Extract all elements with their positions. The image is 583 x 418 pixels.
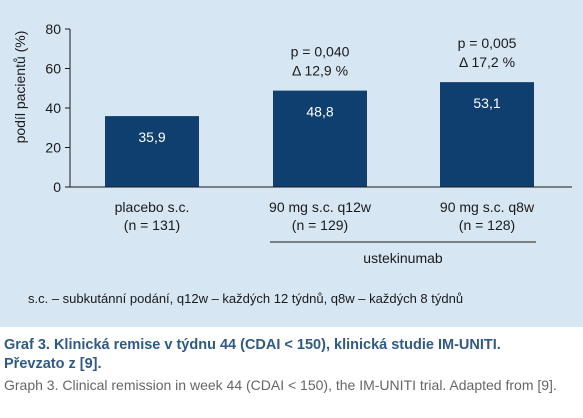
y-tick-label: 20 [45,140,61,156]
x-category-label: 90 mg s.c. q8w [440,199,535,215]
x-category-n-label: (n = 131) [124,217,180,233]
caption-english: Graph 3. Clinical remission in week 44 (… [4,377,557,393]
group-label: ustekinumab [363,250,443,266]
y-tick-label: 0 [53,179,61,195]
y-tick-label: 60 [45,61,61,77]
y-tick-label: 80 [45,21,61,37]
bars-layer: 35,9 48,8 p = 0,040 Δ 12,9 % 53,1 p = 0,005 Δ … [105,35,534,187]
annotation-delta: Δ 12,9 % [292,63,348,79]
annotation-delta: Δ 17,2 % [459,54,515,70]
x-category-label: 90 mg s.c. q12w [269,199,372,215]
y-axis-ticks: 0 20 40 60 80 [45,21,70,195]
bar-value-label: 53,1 [473,95,500,111]
x-category-n-label: (n = 128) [459,217,515,233]
caption-title: Graf 3. Klinická remise v týdnu 44 (CDAI… [4,337,501,372]
bar-value-label: 35,9 [138,129,165,145]
y-axis-label: podíl pacientů (%) [12,31,28,144]
bar [273,90,367,187]
bar-chart: podíl pacientů (%) 0 20 40 60 80 35,9 48,8 p =… [12,21,572,266]
y-tick-label: 40 [45,100,61,116]
footnote: s.c. – subkutánní podání, q12w – každých… [28,291,464,306]
x-axis-labels: placebo s.c. (n = 131) 90 mg s.c. q12w (n =… [115,199,535,233]
bar [440,82,534,187]
bar [105,116,199,187]
bar-value-label: 48,8 [306,104,333,120]
annotation-p-value: p = 0,005 [458,35,517,51]
annotation-p-value: p = 0,040 [291,44,350,60]
x-category-label: placebo s.c. [115,199,190,215]
x-category-n-label: (n = 129) [292,217,348,233]
